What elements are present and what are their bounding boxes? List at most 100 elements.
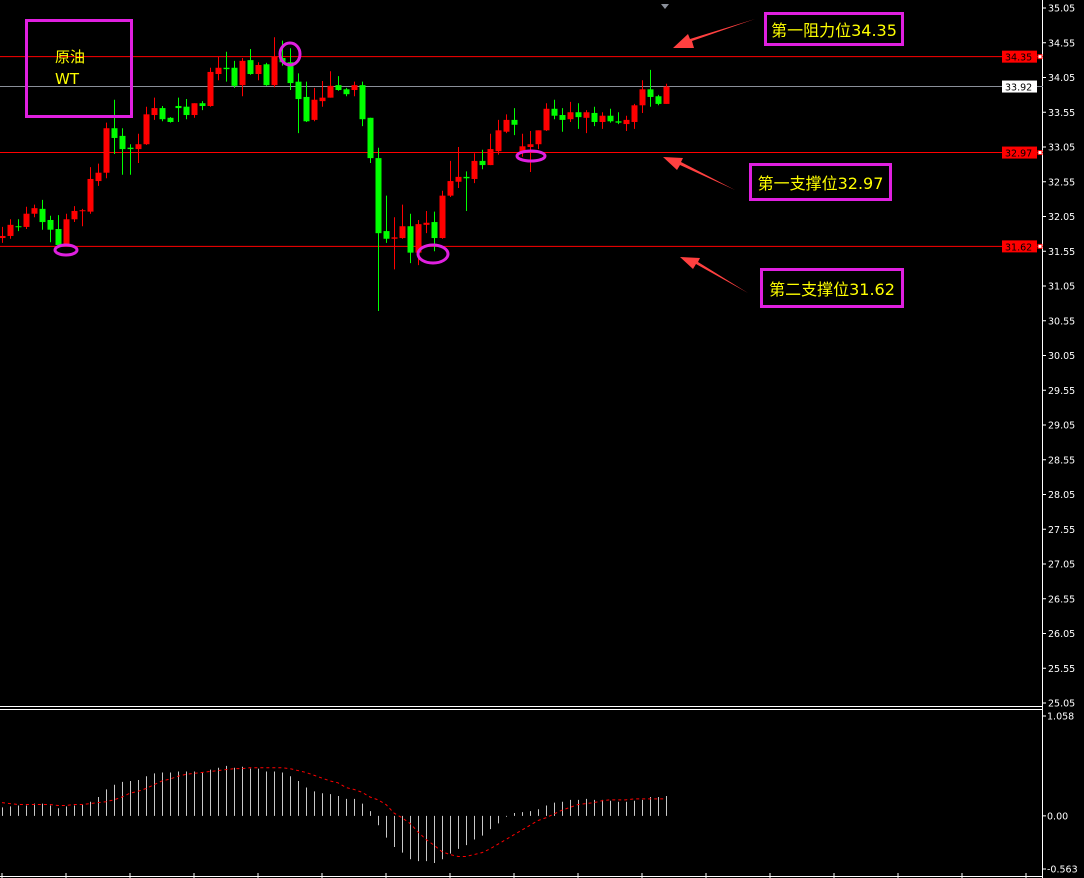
price-tick-label: 28.05 xyxy=(1048,490,1075,501)
candle xyxy=(471,153,478,184)
candle xyxy=(503,114,510,134)
macd-signal-line xyxy=(1,767,666,857)
candle xyxy=(423,210,430,234)
candle-body xyxy=(527,144,534,147)
candle xyxy=(71,206,78,223)
candle-body xyxy=(295,81,302,100)
candle-body xyxy=(0,235,6,239)
highlight-marks xyxy=(53,41,547,265)
annotation-arrows xyxy=(663,19,755,293)
candle-body xyxy=(503,119,510,132)
candle-body xyxy=(303,96,310,122)
annotation-support-1: 第一支撑位32.97 xyxy=(749,163,892,201)
candle xyxy=(335,76,342,91)
current-price-badge xyxy=(1002,80,1037,93)
candles xyxy=(0,37,670,312)
highlight-circle xyxy=(278,41,302,67)
price-tick-label: 28.55 xyxy=(1048,455,1075,466)
candle-body xyxy=(327,85,334,98)
annotation-text: 第二支撑位31.62 xyxy=(769,280,895,299)
candle-body xyxy=(151,108,158,116)
candle xyxy=(463,171,470,211)
arrow-icon xyxy=(663,157,735,190)
candle-body xyxy=(519,146,526,152)
macd-indicator xyxy=(1,765,667,864)
price-tick-label: 33.55 xyxy=(1048,108,1075,119)
candle-body xyxy=(183,106,190,116)
price-tick-label: 29.05 xyxy=(1048,421,1075,432)
candle xyxy=(663,83,670,104)
candle xyxy=(39,199,46,230)
candle xyxy=(567,101,574,122)
candle-body xyxy=(543,108,550,131)
candle-body xyxy=(263,64,270,86)
candle-body xyxy=(287,62,294,84)
candle-body xyxy=(215,67,222,75)
candle xyxy=(487,133,494,166)
arrow-icon xyxy=(673,19,755,48)
price-tick-label: 27.55 xyxy=(1048,525,1075,536)
symbol-label-box: 原油 WT xyxy=(25,19,133,118)
candle-body xyxy=(415,224,422,253)
candle xyxy=(295,73,302,134)
macd-axis: 1.058 0.00 -0.563 xyxy=(1043,712,1078,876)
price-tick-label: 29.55 xyxy=(1048,386,1075,397)
candle xyxy=(167,117,174,123)
annotation-support-2: 第二支撑位31.62 xyxy=(760,268,904,308)
candle xyxy=(15,219,22,232)
candle-body xyxy=(407,226,414,253)
candle xyxy=(263,62,270,86)
candle-body xyxy=(575,112,582,118)
candle xyxy=(143,106,150,145)
candle-body xyxy=(615,121,622,123)
candle-body xyxy=(47,219,54,230)
candle-body xyxy=(143,114,150,145)
candle xyxy=(639,80,646,113)
candle-body xyxy=(663,86,670,104)
candle xyxy=(623,115,630,132)
candle xyxy=(191,103,198,118)
candle xyxy=(311,87,318,122)
candle-body xyxy=(199,103,206,106)
level-price-label: 34.35 xyxy=(1005,53,1032,64)
candle xyxy=(7,219,14,239)
candle xyxy=(31,204,38,218)
chart-shift-marker-icon[interactable] xyxy=(661,4,669,9)
candle xyxy=(63,213,70,246)
price-tick-label: 32.55 xyxy=(1048,177,1075,188)
symbol-label-line1: 原油 xyxy=(55,48,86,66)
candle xyxy=(135,133,142,163)
candle xyxy=(599,112,606,129)
candle-body xyxy=(631,105,638,122)
candle-body xyxy=(567,112,574,120)
candle-body xyxy=(95,172,102,182)
candle xyxy=(239,58,246,97)
candle-body xyxy=(383,231,390,239)
candle-body xyxy=(471,160,478,179)
candle xyxy=(247,49,254,75)
candle xyxy=(343,87,350,97)
price-tick-label: 31.05 xyxy=(1048,282,1075,293)
candle-body xyxy=(231,67,238,86)
symbol-label-line2: WT xyxy=(55,70,79,88)
annotation-resistance-1: 第一阻力位34.35 xyxy=(764,12,904,46)
candle-body xyxy=(247,60,254,75)
candle-body xyxy=(359,85,366,120)
level-line-handle xyxy=(1037,243,1043,249)
candle xyxy=(103,122,110,179)
candle-body xyxy=(55,229,62,245)
candle-body xyxy=(607,115,614,122)
price-tick-label: 25.05 xyxy=(1048,699,1075,710)
macd-tick-label: -0.563 xyxy=(1047,865,1078,876)
level-price-badge xyxy=(1002,146,1037,159)
candle xyxy=(207,67,214,107)
candle-body xyxy=(319,97,326,102)
candle xyxy=(375,147,382,312)
candle xyxy=(87,167,94,214)
level-price-badge xyxy=(1002,240,1037,253)
candle xyxy=(511,108,518,136)
candle-body xyxy=(375,158,382,234)
macd-tick-label: 1.058 xyxy=(1047,712,1074,723)
candle xyxy=(151,97,158,120)
